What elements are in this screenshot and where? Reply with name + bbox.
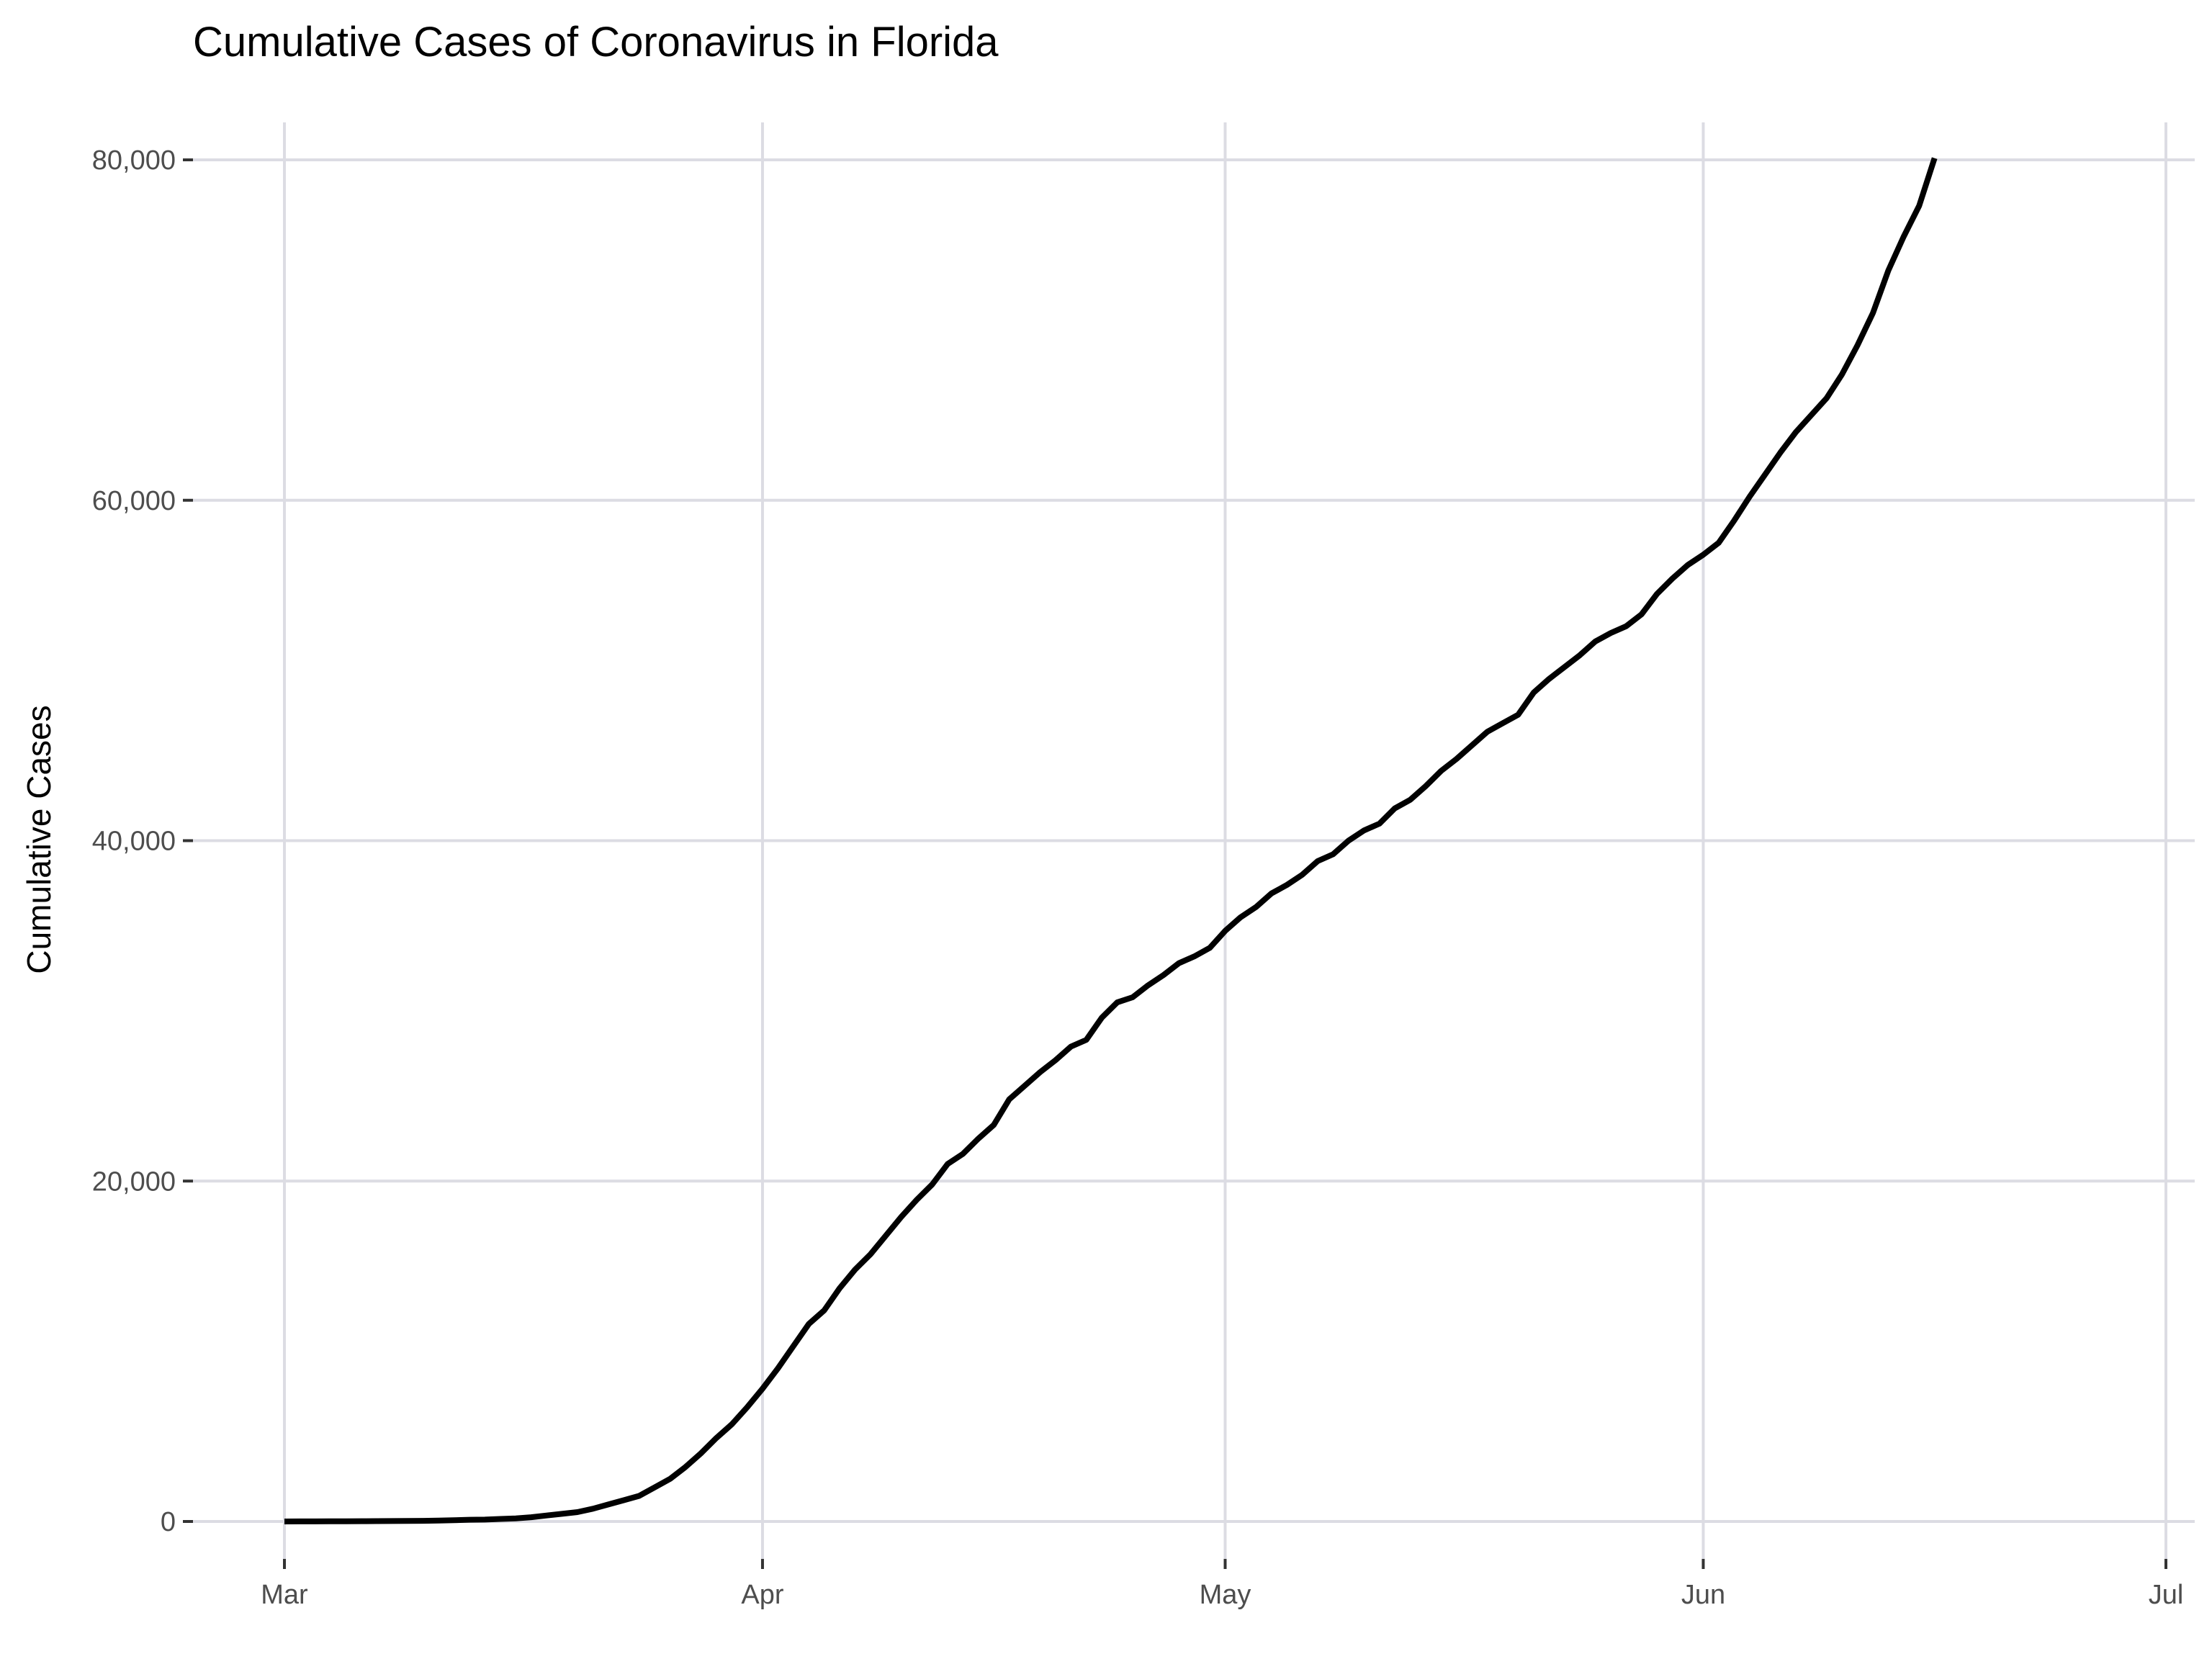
series-layer <box>284 157 1938 1524</box>
axis-layer: 0 20,000 40,000 60,000 80,000 Mar Apr May Jun Jul <box>92 145 2184 1610</box>
y-tick-label-4: 80,000 <box>92 145 176 176</box>
y-tick-label-0: 0 <box>161 1507 176 1537</box>
chart-title: Cumulative Cases of Coronavirus in Flori… <box>193 19 999 66</box>
x-tick-label-0: Mar <box>261 1580 308 1610</box>
x-tick-label-3: Jun <box>1681 1580 1725 1610</box>
y-axis-title: Cumulative Cases <box>20 705 58 974</box>
y-tick-label-2: 40,000 <box>92 827 176 857</box>
x-tick-label-4: Jul <box>2149 1580 2184 1610</box>
y-tick-label-3: 60,000 <box>92 486 176 516</box>
grid-layer <box>193 122 2195 1559</box>
x-tick-label-2: May <box>1200 1580 1251 1610</box>
x-tick-label-1: Apr <box>741 1580 783 1610</box>
y-tick-label-1: 20,000 <box>92 1166 176 1197</box>
series-line-0 <box>284 157 1938 1524</box>
